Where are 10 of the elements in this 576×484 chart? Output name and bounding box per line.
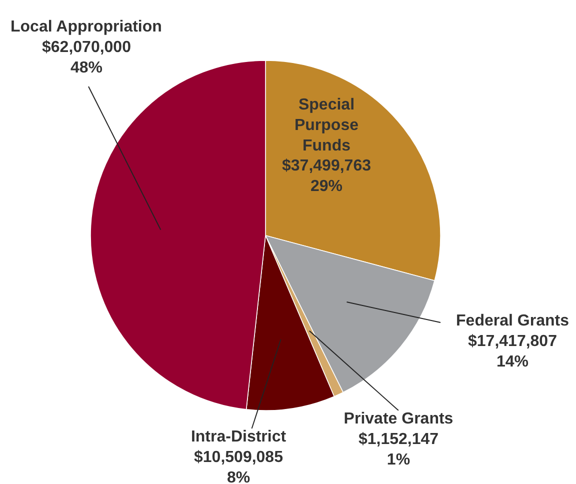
data-label: $17,417,807 14% bbox=[468, 332, 558, 370]
slice-label: Local Appropriation bbox=[10, 18, 162, 36]
slice-label: Federal Grants bbox=[456, 312, 570, 330]
data-label: $1,152,147 1% bbox=[358, 430, 439, 468]
slice-label: Private Grants bbox=[344, 410, 454, 428]
data-label: $37,499,763 29% bbox=[282, 158, 372, 196]
slice-label: Special Purpose Funds bbox=[294, 96, 359, 154]
data-label: $62,070,000 48% bbox=[42, 38, 132, 76]
data-label: $10,509,085 8% bbox=[194, 448, 284, 484]
slice-label: Intra-District bbox=[190, 428, 287, 446]
